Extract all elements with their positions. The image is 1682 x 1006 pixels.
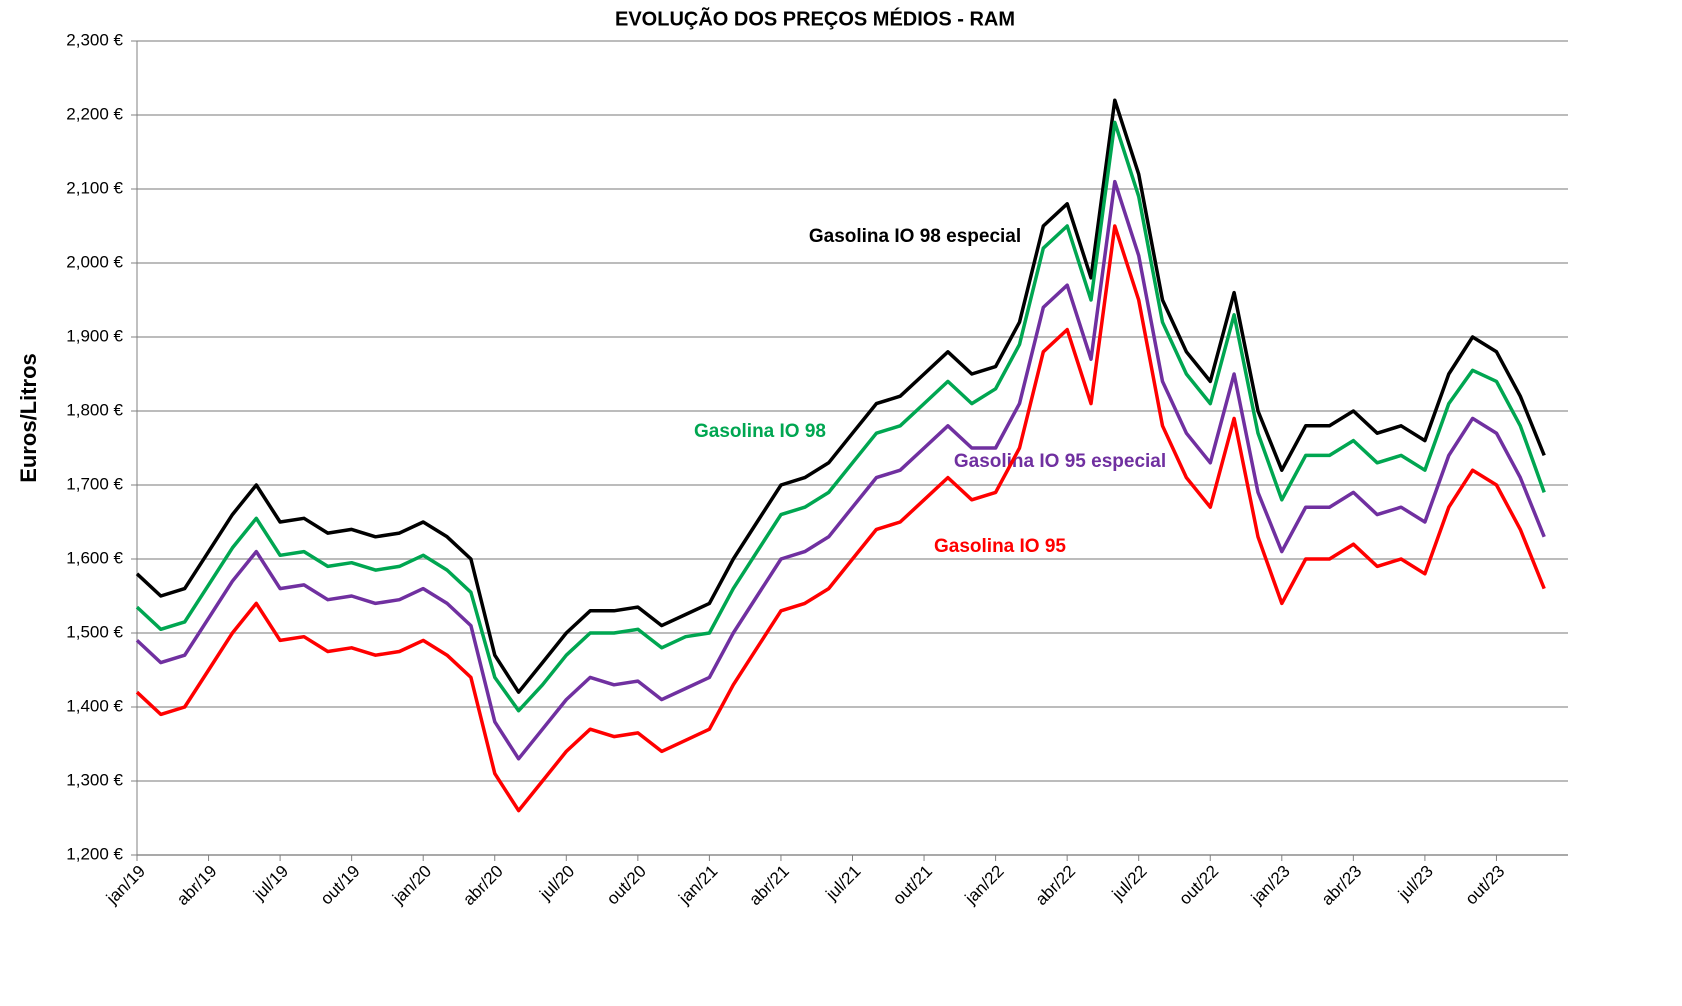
y-axis-title: Euros/Litros [16, 353, 41, 483]
y-tick-label: 2,200 € [66, 104, 123, 123]
y-tick-label: 1,900 € [66, 326, 123, 345]
y-tick-label: 1,200 € [66, 844, 123, 863]
series-line [135, 98, 1546, 694]
y-tick-label: 1,700 € [66, 474, 123, 493]
x-tick-label: jan/22 [961, 862, 1008, 909]
x-tick-label: jan/19 [102, 862, 149, 909]
y-tick-label: 2,300 € [66, 30, 123, 49]
series-label: Gasolina IO 98 especial [809, 226, 1021, 247]
x-tick-label: out/19 [317, 862, 364, 909]
x-tick-label: abr/20 [459, 862, 507, 910]
y-tick-label: 1,500 € [66, 622, 123, 641]
x-tick-label: jan/23 [1247, 862, 1294, 909]
x-tick-label: abr/19 [173, 862, 221, 910]
x-tick-label: jan/20 [388, 862, 435, 909]
x-tick-label: jul/20 [535, 862, 578, 905]
series-line [135, 224, 1546, 813]
x-tick-label: abr/21 [745, 862, 793, 910]
x-tick-label: jul/23 [1394, 862, 1437, 905]
series-line [135, 179, 1546, 761]
x-tick-label: jul/21 [822, 862, 865, 905]
x-tick-label: out/21 [889, 862, 936, 909]
x-tick-label: jul/22 [1108, 862, 1151, 905]
x-tick-label: out/20 [603, 862, 650, 909]
y-tick-label: 2,000 € [66, 252, 123, 271]
y-tick-label: 1,300 € [66, 770, 123, 789]
series-label: Gasolina IO 95 [934, 536, 1066, 557]
x-tick-label: out/22 [1175, 862, 1222, 909]
x-tick-label: jul/19 [249, 862, 292, 905]
x-tick-label: abr/23 [1318, 862, 1366, 910]
x-tick-label: out/23 [1462, 862, 1509, 909]
series-line [135, 120, 1546, 713]
y-tick-label: 1,600 € [66, 548, 123, 567]
y-tick-label: 1,400 € [66, 696, 123, 715]
x-tick-label: abr/22 [1032, 862, 1080, 910]
x-tick-label: jan/21 [674, 862, 721, 909]
y-tick-label: 2,100 € [66, 178, 123, 197]
y-tick-label: 1,800 € [66, 400, 123, 419]
series-label: Gasolina IO 95 especial [954, 451, 1166, 472]
series-label: Gasolina IO 98 [694, 421, 826, 442]
chart-title: EVOLUÇÃO DOS PREÇOS MÉDIOS - RAM [615, 7, 1015, 30]
